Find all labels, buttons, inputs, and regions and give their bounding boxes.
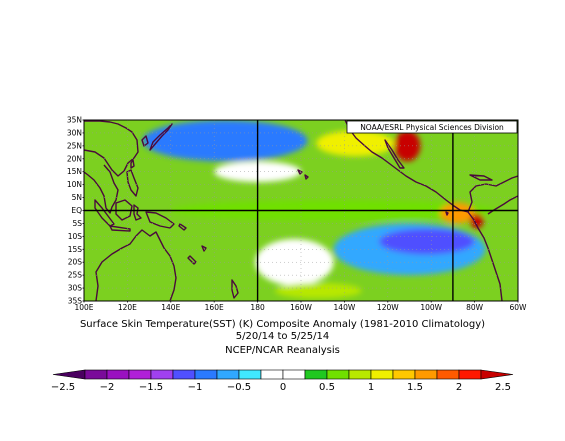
color-bar-segment [414, 369, 438, 380]
lat-label: 25N [67, 141, 82, 150]
color-bar-tick-label: 0.5 [319, 382, 335, 393]
color-bar-tick-label: 0 [280, 382, 286, 393]
caribbean-islands [469, 174, 493, 181]
color-bar-segment [84, 369, 108, 380]
lon-label: 140E [161, 303, 180, 312]
lon-label: 120W [377, 303, 399, 312]
lat-label: 5S [72, 219, 82, 228]
lat-label: 35N [67, 116, 82, 125]
lat-label: 30S [68, 284, 83, 293]
lat-label: 10S [68, 232, 83, 241]
color-bar-segment [348, 369, 372, 380]
color-bar-segment [282, 369, 306, 380]
lon-label: 160W [290, 303, 312, 312]
south-america-east [487, 195, 518, 215]
color-bar-segment [52, 369, 86, 380]
color-bar-segment [238, 369, 262, 380]
color-bar-ticks: −2.5 −2 −1.5 −1 −0.5 0 0.5 1 1.5 2 2.5 [51, 382, 511, 393]
lat-label: 10N [67, 180, 82, 189]
lat-label: 20N [67, 154, 82, 163]
new-zealand-outline [231, 279, 239, 299]
anomaly-central-pacific-neutral [255, 238, 334, 286]
anomaly-southeast-pacific-cold-core [379, 228, 475, 255]
color-bar-segment [150, 369, 174, 380]
lat-label: EQ [71, 206, 82, 215]
south-america-coast [467, 211, 503, 301]
anomaly-east-equatorial-warm [439, 202, 475, 224]
lon-label: 180 [250, 303, 265, 312]
color-bar-tick-label: 1.5 [407, 382, 423, 393]
figure-source: NCEP/NCAR Reanalysis [225, 345, 340, 356]
color-bar-segment [480, 369, 514, 380]
color-bar-segment [304, 369, 328, 380]
lat-label: 15S [68, 245, 83, 254]
lon-label: 120E [118, 303, 137, 312]
baja-california [384, 139, 405, 169]
solomon-islands [178, 223, 187, 231]
lat-label: 20S [68, 258, 83, 267]
color-bar-segment [326, 369, 350, 380]
color-bar-segment [436, 369, 460, 380]
color-bar-tick-label: 2 [456, 382, 462, 393]
color-bar [52, 369, 514, 380]
lat-label: 5N [72, 193, 82, 202]
anomaly-north-pacific-cold-edge [142, 120, 308, 162]
color-bar-tick-label: −2.5 [51, 382, 75, 393]
indochina-coast [84, 164, 119, 214]
galapagos-islands [445, 211, 449, 216]
north-america-coast [344, 120, 518, 213]
color-bar-tick-label: −1.5 [139, 382, 163, 393]
color-bar-tick-label: −1 [188, 382, 203, 393]
lat-label: 30N [67, 128, 82, 137]
australia-outline [95, 229, 177, 301]
color-bar-tick-label: −2 [100, 382, 115, 393]
latitude-labels: 35N 30N 25N 20N 15N 10N 5N EQ 5S 10S 15S 20S 25S 30S 3… [67, 116, 84, 306]
land-masses [84, 120, 518, 301]
new-caledonia [187, 255, 197, 265]
lon-label: 140W [334, 303, 356, 312]
borneo-outline [115, 199, 133, 221]
philippines-outline [126, 169, 139, 197]
sulawesi-outline [133, 204, 142, 221]
lon-label: 80W [466, 303, 484, 312]
new-guinea-outline [145, 211, 175, 229]
lon-label: 100W [420, 303, 442, 312]
anomaly-gulf-of-california-warm [394, 130, 421, 162]
asia-coast [84, 120, 139, 177]
lat-label: 25S [68, 271, 83, 280]
color-bar-tick-label: −0.5 [227, 382, 251, 393]
color-bar-segment [370, 369, 394, 380]
japan-outline [149, 123, 173, 151]
anomaly-south-pacific-warm [274, 282, 362, 299]
color-bar-segment [194, 369, 218, 380]
color-bar-segment [128, 369, 152, 380]
credit-label: NOAA/ESRL Physical Sciences Division [360, 123, 504, 132]
figure-date-range: 5/20/14 to 5/25/14 [235, 331, 330, 342]
korea-outline [141, 135, 149, 147]
anomaly-peru-coast-warm [470, 213, 484, 229]
longitude-labels: 100E 120E 140E 160E 180 160W 140W 120W 100W 80W 60… [74, 301, 527, 312]
color-bar-tick-label: 1 [368, 382, 374, 393]
figure-title: Surface Skin Temperature(SST) (K) Compos… [79, 319, 486, 330]
color-bar-segment [172, 369, 196, 380]
lon-label: 160E [205, 303, 224, 312]
anomaly-northeast-pacific-warm [316, 130, 395, 157]
color-bar-tick-label: 2.5 [495, 382, 511, 393]
color-bar-segment [106, 369, 130, 380]
lat-label: 35S [68, 297, 83, 306]
sumatra-outline [94, 199, 115, 227]
lat-label: 15N [67, 167, 82, 176]
color-bar-segment [216, 369, 240, 380]
color-bar-segment [392, 369, 416, 380]
credit-box: NOAA/ESRL Physical Sciences Division [346, 120, 518, 134]
color-bar-segment [458, 369, 482, 380]
map-graticule [84, 120, 518, 301]
taiwan-outline [130, 159, 135, 169]
lon-label: 100E [74, 303, 93, 312]
lon-label: 60W [510, 303, 528, 312]
color-bar-segment [260, 369, 284, 380]
java-outline [109, 225, 131, 232]
